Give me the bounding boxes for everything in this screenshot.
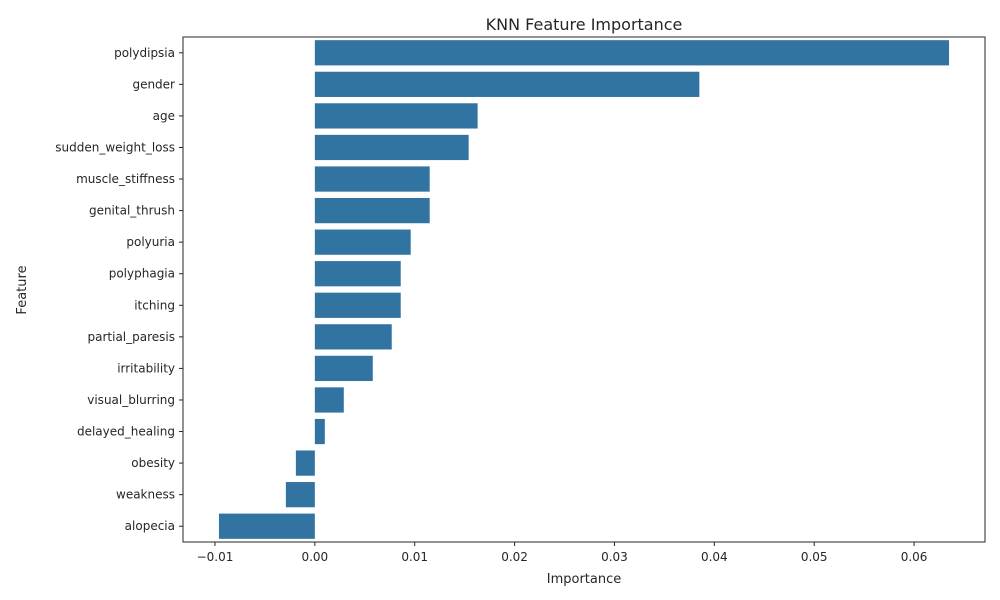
- bar-weakness: [285, 482, 315, 508]
- bar-visual-blurring: [314, 387, 344, 413]
- y-axis-label: Feature: [15, 265, 30, 314]
- y-tick-label: age: [153, 109, 175, 123]
- x-tick-label: 0.04: [701, 550, 728, 564]
- bar-alopecia: [218, 513, 315, 539]
- y-tick-label: delayed_healing: [77, 425, 175, 439]
- y-tick-label: gender: [132, 77, 175, 91]
- y-tick-label: muscle_stiffness: [76, 172, 175, 186]
- bar-polyuria: [314, 229, 411, 255]
- y-tick-label: alopecia: [125, 519, 175, 533]
- bar-delayed-healing: [314, 418, 325, 445]
- y-tick-label: sudden_weight_loss: [55, 140, 175, 154]
- bar-gender: [314, 71, 700, 97]
- x-tick-label: 0.01: [401, 550, 428, 564]
- x-tick-label: 0.05: [801, 550, 828, 564]
- bar-itching: [314, 292, 401, 318]
- x-axis-ticks: −0.01 0.00 0.01 0.02 0.03 0.04 0.05 0.06: [197, 542, 928, 564]
- chart-title: KNN Feature Importance: [486, 15, 683, 34]
- x-tick-label: 0.00: [301, 550, 328, 564]
- x-tick-label: −0.01: [197, 550, 234, 564]
- y-axis-ticks: polydipsia gender age sudden_weight_lossmus…: [55, 46, 183, 533]
- bar-partial-paresis: [314, 324, 392, 350]
- y-tick-label: partial_paresis: [88, 330, 176, 344]
- bar-obesity: [295, 450, 315, 476]
- bar-muscle-stiffness: [314, 166, 430, 192]
- bar-genital-thrush: [314, 197, 430, 224]
- y-tick-label: itching: [134, 298, 175, 312]
- y-tick-label: polydipsia: [114, 46, 175, 60]
- bar-polyphagia: [314, 261, 401, 287]
- x-tick-label: 0.02: [501, 550, 528, 564]
- plot-frame: [182, 36, 986, 543]
- y-tick-label: visual_blurring: [87, 393, 175, 407]
- y-tick-label: polyuria: [126, 235, 175, 249]
- y-tick-label: obesity: [131, 456, 175, 470]
- bars-group: [218, 40, 950, 539]
- x-tick-label: 0.06: [901, 550, 928, 564]
- y-tick-label: weakness: [116, 488, 175, 502]
- bar-sudden-weight-loss: [314, 134, 469, 161]
- bar-polydipsia: [314, 40, 950, 66]
- bar-age: [314, 103, 478, 129]
- x-tick-label: 0.03: [601, 550, 628, 564]
- bar-irritability: [314, 355, 373, 382]
- y-tick-label: irritability: [117, 361, 175, 375]
- y-tick-label: polyphagia: [109, 267, 175, 281]
- x-axis-label: Importance: [547, 572, 622, 587]
- y-tick-label: genital_thrush: [89, 204, 175, 218]
